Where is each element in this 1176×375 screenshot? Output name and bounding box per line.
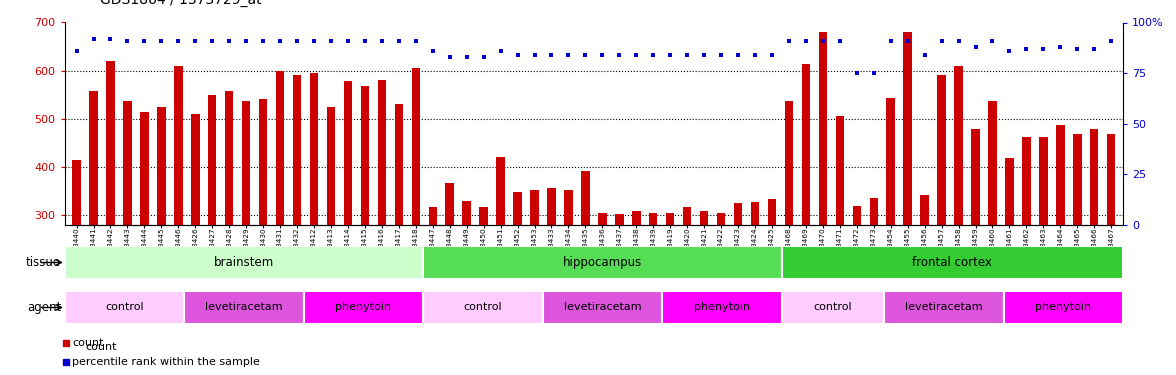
Bar xyxy=(632,210,641,360)
Bar xyxy=(581,171,589,360)
Bar xyxy=(1056,125,1064,360)
Bar xyxy=(293,75,301,360)
Bar xyxy=(1005,159,1014,360)
Text: levetiracetam: levetiracetam xyxy=(563,303,641,312)
Bar xyxy=(89,91,98,360)
Text: control: control xyxy=(463,303,502,312)
Text: phenytoin: phenytoin xyxy=(1035,303,1091,312)
Bar xyxy=(1003,291,1123,324)
Bar xyxy=(768,199,776,360)
Bar xyxy=(423,246,782,279)
Text: levetiracetam: levetiracetam xyxy=(906,303,983,312)
Bar xyxy=(327,107,335,360)
Text: count: count xyxy=(72,338,103,348)
Text: phenytoin: phenytoin xyxy=(335,303,392,312)
Bar xyxy=(242,101,250,360)
Bar xyxy=(599,213,607,360)
Bar xyxy=(884,291,1003,324)
Bar xyxy=(802,64,810,360)
Bar xyxy=(784,101,793,360)
Bar xyxy=(564,190,573,360)
Bar xyxy=(1090,129,1098,360)
Bar xyxy=(734,203,742,360)
Bar xyxy=(309,73,319,360)
Bar xyxy=(547,188,556,360)
Bar xyxy=(225,91,234,360)
Text: percentile rank within the sample: percentile rank within the sample xyxy=(72,357,260,367)
Bar xyxy=(276,71,285,360)
Text: count: count xyxy=(86,342,118,352)
Text: tissue: tissue xyxy=(26,256,61,269)
Bar xyxy=(106,61,115,360)
Bar xyxy=(140,112,148,360)
Bar xyxy=(65,246,423,279)
Text: control: control xyxy=(814,303,853,312)
Bar xyxy=(666,213,675,360)
Text: levetiracetam: levetiracetam xyxy=(205,303,282,312)
Bar xyxy=(853,206,861,360)
Bar xyxy=(496,158,505,360)
Bar xyxy=(1040,137,1048,360)
Bar xyxy=(954,66,963,360)
Text: hippocampus: hippocampus xyxy=(563,256,642,269)
Bar xyxy=(937,75,946,360)
Bar xyxy=(423,291,542,324)
Bar xyxy=(446,183,454,360)
Bar xyxy=(869,198,878,360)
Bar xyxy=(174,66,182,360)
Text: phenytoin: phenytoin xyxy=(694,303,750,312)
Bar xyxy=(208,95,216,360)
Bar xyxy=(887,98,895,360)
Bar xyxy=(462,201,470,360)
Bar xyxy=(395,105,403,360)
Text: brainstem: brainstem xyxy=(214,256,274,269)
Bar xyxy=(480,207,488,360)
Text: GDS1864 / 1373729_at: GDS1864 / 1373729_at xyxy=(100,0,261,8)
Bar xyxy=(123,101,132,360)
Bar xyxy=(513,192,522,360)
Bar xyxy=(343,81,352,360)
Text: frontal cortex: frontal cortex xyxy=(913,256,993,269)
Bar xyxy=(717,213,726,360)
Bar xyxy=(700,210,708,360)
Bar xyxy=(903,32,911,360)
Bar xyxy=(782,246,1123,279)
Bar xyxy=(649,213,657,360)
Bar xyxy=(542,291,662,324)
Bar xyxy=(72,160,81,360)
Bar xyxy=(750,202,760,360)
Bar xyxy=(377,80,386,360)
Bar xyxy=(1107,134,1116,360)
Bar xyxy=(1073,134,1082,360)
Bar xyxy=(615,214,623,360)
Bar xyxy=(303,291,423,324)
Text: control: control xyxy=(105,303,143,312)
Bar xyxy=(428,207,437,360)
Bar xyxy=(65,291,185,324)
Bar xyxy=(683,207,691,360)
Bar xyxy=(259,99,267,360)
Bar xyxy=(530,190,539,360)
Bar xyxy=(361,86,369,360)
Bar xyxy=(921,195,929,360)
Bar xyxy=(988,100,997,360)
Bar xyxy=(158,107,166,360)
Text: agent: agent xyxy=(27,301,61,314)
Bar xyxy=(662,291,782,324)
Bar xyxy=(818,32,827,360)
Bar xyxy=(971,129,980,360)
Bar xyxy=(836,116,844,360)
Bar xyxy=(191,114,200,360)
Bar xyxy=(1022,137,1030,360)
Bar xyxy=(185,291,303,324)
Bar xyxy=(782,291,884,324)
Bar xyxy=(412,68,420,360)
